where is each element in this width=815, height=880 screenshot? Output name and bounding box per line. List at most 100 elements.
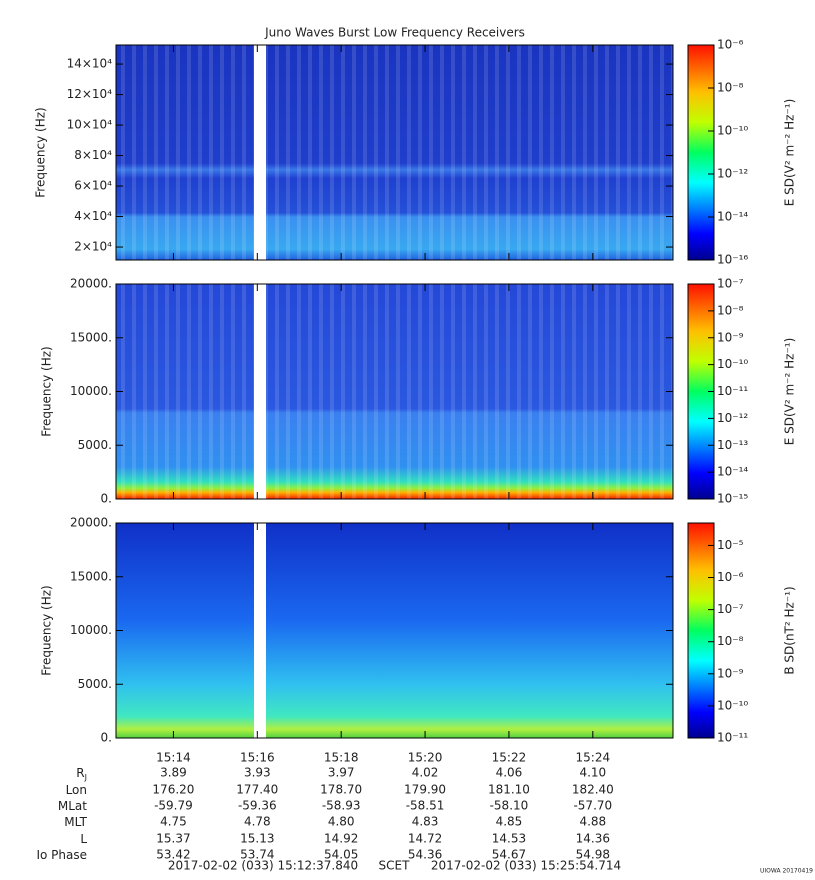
ephemeris-value: 178.70 — [320, 783, 362, 797]
colorbar-label: E SD(V² m⁻² Hz⁻¹) — [783, 99, 797, 207]
colorbar-label: E SD(V² m⁻² Hz⁻¹) — [783, 338, 797, 446]
y-tick-label: 8×10⁴ — [74, 148, 112, 162]
ephemeris-label-text: MLT — [64, 815, 87, 829]
ephemeris-value: 14.36 — [576, 832, 610, 846]
colorbar-tick-label: 10⁻¹⁰ — [717, 124, 748, 138]
colorbar-tick-label: 10⁻⁸ — [717, 634, 744, 648]
plot-frame — [115, 44, 674, 261]
ephemeris-label: L — [80, 832, 87, 846]
colorbar-frame — [687, 522, 715, 739]
data-gap — [254, 45, 266, 260]
colorbar-tick-label: 10⁻⁸ — [717, 303, 744, 317]
footer-start: 2017-02-02 (033) 15:12:37.840 — [168, 859, 358, 873]
x-tick-label: 15:18 — [324, 751, 359, 765]
colorbar — [688, 523, 714, 738]
ephemeris-value: -59.79 — [154, 799, 193, 813]
y-axis-label: Frequency (Hz) — [40, 346, 54, 437]
y-tick-label: 6×10⁴ — [74, 179, 112, 193]
colorbar-tick-label: 10⁻¹⁰ — [717, 698, 748, 712]
ephemeris-value: 4.06 — [496, 766, 523, 780]
ephemeris-label: MLat — [58, 799, 87, 813]
ephemeris-value: -58.10 — [490, 799, 529, 813]
spectrogram-texture — [116, 45, 673, 260]
spectrogram — [116, 523, 673, 738]
colorbar-tick-label: 10⁻¹² — [717, 167, 748, 181]
colorbar-tick-label: 10⁻¹⁵ — [717, 492, 748, 506]
colorbar-tick-label: 10⁻¹³ — [717, 438, 748, 452]
ephemeris-label-text: L — [80, 832, 87, 846]
ephemeris-value: 4.75 — [160, 815, 187, 829]
footer-scet: SCET — [379, 859, 411, 873]
colorbar-frame — [687, 44, 715, 261]
data-gap — [254, 284, 266, 499]
y-tick-label: 2×10⁴ — [74, 240, 112, 254]
ephemeris-value: -58.51 — [406, 799, 445, 813]
colorbar-tick-label: 10⁻¹¹ — [717, 731, 748, 745]
y-tick-label: 0. — [101, 731, 112, 745]
colorbar-tick-label: 10⁻¹⁴ — [717, 465, 748, 479]
ephemeris-label: MLT — [64, 815, 87, 829]
ephemeris-value: 53.74 — [240, 848, 274, 862]
ephemeris-value: 4.80 — [328, 815, 355, 829]
data-gap — [254, 523, 266, 738]
colorbar-tick-label: 10⁻¹¹ — [717, 384, 748, 398]
ephemeris-label-text: R — [76, 766, 84, 780]
colorbar-tick-label: 10⁻¹² — [717, 411, 748, 425]
y-tick-label: 20000. — [70, 277, 112, 291]
y-tick-label: 4×10⁴ — [74, 209, 112, 223]
y-tick-label: 10000. — [70, 623, 112, 637]
ephemeris-label-text: Io Phase — [36, 848, 87, 862]
ephemeris-value: 4.88 — [579, 815, 606, 829]
ephemeris-label-text: Lon — [66, 783, 87, 797]
ephemeris-value: 14.92 — [324, 832, 358, 846]
x-tick-label: 15:24 — [576, 751, 611, 765]
colorbar-tick-label: 10⁻⁵ — [717, 538, 744, 552]
ephemeris-value: 3.93 — [244, 766, 271, 780]
x-tick-label: 15:14 — [156, 751, 191, 765]
ephemeris-value: 177.40 — [236, 783, 278, 797]
colorbar-tick-label: 10⁻⁷ — [717, 277, 744, 291]
colorbar — [688, 45, 714, 260]
colorbar-tick-label: 10⁻⁶ — [717, 38, 744, 52]
footer-end: 2017-02-02 (033) 15:25:54.714 — [431, 859, 621, 873]
ephemeris-value: -58.93 — [322, 799, 361, 813]
ephemeris-value: 15.13 — [240, 832, 274, 846]
y-tick-label: 15000. — [70, 569, 112, 583]
colorbar-tick-label: 10⁻⁶ — [717, 570, 744, 584]
ephemeris-value: 54.05 — [324, 848, 358, 862]
ephemeris-value: 54.67 — [492, 848, 526, 862]
colorbar-tick-label: 10⁻⁷ — [717, 602, 744, 616]
ephemeris-label: Io Phase — [36, 848, 87, 862]
ephemeris-value: 3.89 — [160, 766, 187, 780]
x-tick-label: 15:22 — [492, 751, 527, 765]
spectrogram-texture — [116, 284, 673, 499]
colorbar-tick-label: 10⁻¹⁶ — [717, 253, 748, 267]
y-tick-label: 14×10⁴ — [67, 57, 113, 71]
x-tick-label: 15:16 — [240, 751, 275, 765]
y-tick-label: 15000. — [70, 330, 112, 344]
ephemeris-value: 4.78 — [244, 815, 271, 829]
ephemeris-label: Lon — [66, 783, 87, 797]
ephemeris-value: 54.98 — [576, 848, 610, 862]
ephemeris-value: -57.70 — [573, 799, 612, 813]
ephemeris-value: 4.02 — [412, 766, 439, 780]
y-tick-label: 5000. — [78, 438, 112, 452]
colorbar-tick-label: 10⁻¹⁴ — [717, 210, 748, 224]
y-tick-label: 10×10⁴ — [67, 118, 113, 132]
ephemeris-value: 4.83 — [412, 815, 439, 829]
ephemeris-value: 3.97 — [328, 766, 355, 780]
y-tick-label: 10000. — [70, 384, 112, 398]
ephemeris-label-text: MLat — [58, 799, 87, 813]
colorbar-tick-label: 10⁻⁸ — [717, 81, 744, 95]
ephemeris-value: 182.40 — [572, 783, 614, 797]
colorbar-tick-label: 10⁻⁹ — [717, 666, 744, 680]
ephemeris-value: 54.36 — [408, 848, 442, 862]
y-axis-label: Frequency (Hz) — [40, 585, 54, 676]
y-tick-label: 0. — [101, 492, 112, 506]
x-tick-label: 15:20 — [408, 751, 443, 765]
ephemeris-label: RJ — [76, 766, 87, 782]
ephemeris-value: 4.10 — [579, 766, 606, 780]
credit: UIOWA 20170419 — [760, 868, 813, 875]
ephemeris-value: 14.53 — [492, 832, 526, 846]
y-tick-label: 5000. — [78, 677, 112, 691]
